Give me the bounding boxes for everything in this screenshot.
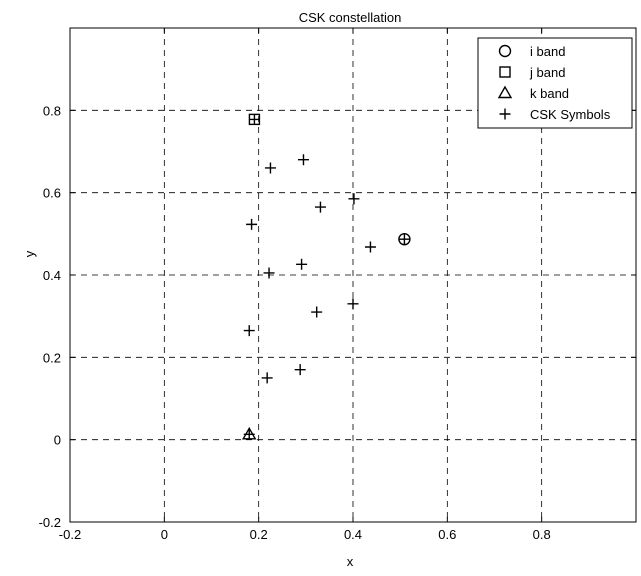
plus-marker	[261, 372, 273, 384]
plus-marker	[243, 428, 255, 440]
legend-plus-marker	[499, 108, 511, 120]
plus-marker	[263, 267, 275, 279]
y-axis-label: y	[22, 250, 37, 257]
plus-marker	[347, 298, 359, 310]
plus-marker	[348, 193, 360, 205]
legend-label: CSK Symbols	[530, 107, 611, 122]
plus-marker	[296, 258, 308, 270]
x-tick-label: 0.2	[250, 527, 268, 542]
x-tick-label: 0.6	[438, 527, 456, 542]
y-tick-label: 0.8	[43, 103, 61, 118]
plus-marker	[297, 154, 309, 166]
x-tick-label: -0.2	[59, 527, 81, 542]
y-tick-label: -0.2	[39, 515, 61, 530]
plus-marker	[246, 218, 258, 230]
x-axis-label: x	[347, 554, 354, 569]
chart-title: CSK constellation	[299, 10, 402, 25]
legend-label: j band	[529, 65, 565, 80]
legend-box	[477, 37, 633, 129]
y-tick-label: 0.6	[43, 186, 61, 201]
legend-label: k band	[530, 86, 569, 101]
plus-marker	[243, 325, 255, 337]
axis-ticks: -0.2 0 0.2 0.4 0.6 0.8 -0.2 0 0.2 0.4 0.6 0.8	[39, 28, 636, 542]
legend-circle-marker	[498, 44, 512, 58]
data-series	[242, 113, 411, 440]
legend: i band j band k band CSK Symbols	[477, 37, 633, 129]
legend-square-marker	[499, 66, 511, 78]
plus-marker	[264, 162, 276, 174]
plus-marker	[364, 241, 376, 253]
y-tick-label: 0	[54, 433, 61, 448]
y-tick-label: 0.2	[43, 350, 61, 365]
legend-triangle-marker	[497, 85, 513, 99]
plus-marker	[314, 201, 326, 213]
plus-marker	[248, 113, 260, 125]
plus-marker	[311, 306, 323, 318]
plus-marker	[398, 233, 410, 245]
x-tick-label: 0.8	[533, 527, 551, 542]
plus-marker	[294, 364, 306, 376]
x-tick-label: 0	[161, 527, 168, 542]
legend-label: i band	[530, 44, 565, 59]
y-tick-label: 0.4	[43, 268, 61, 283]
x-tick-label: 0.4	[344, 527, 362, 542]
